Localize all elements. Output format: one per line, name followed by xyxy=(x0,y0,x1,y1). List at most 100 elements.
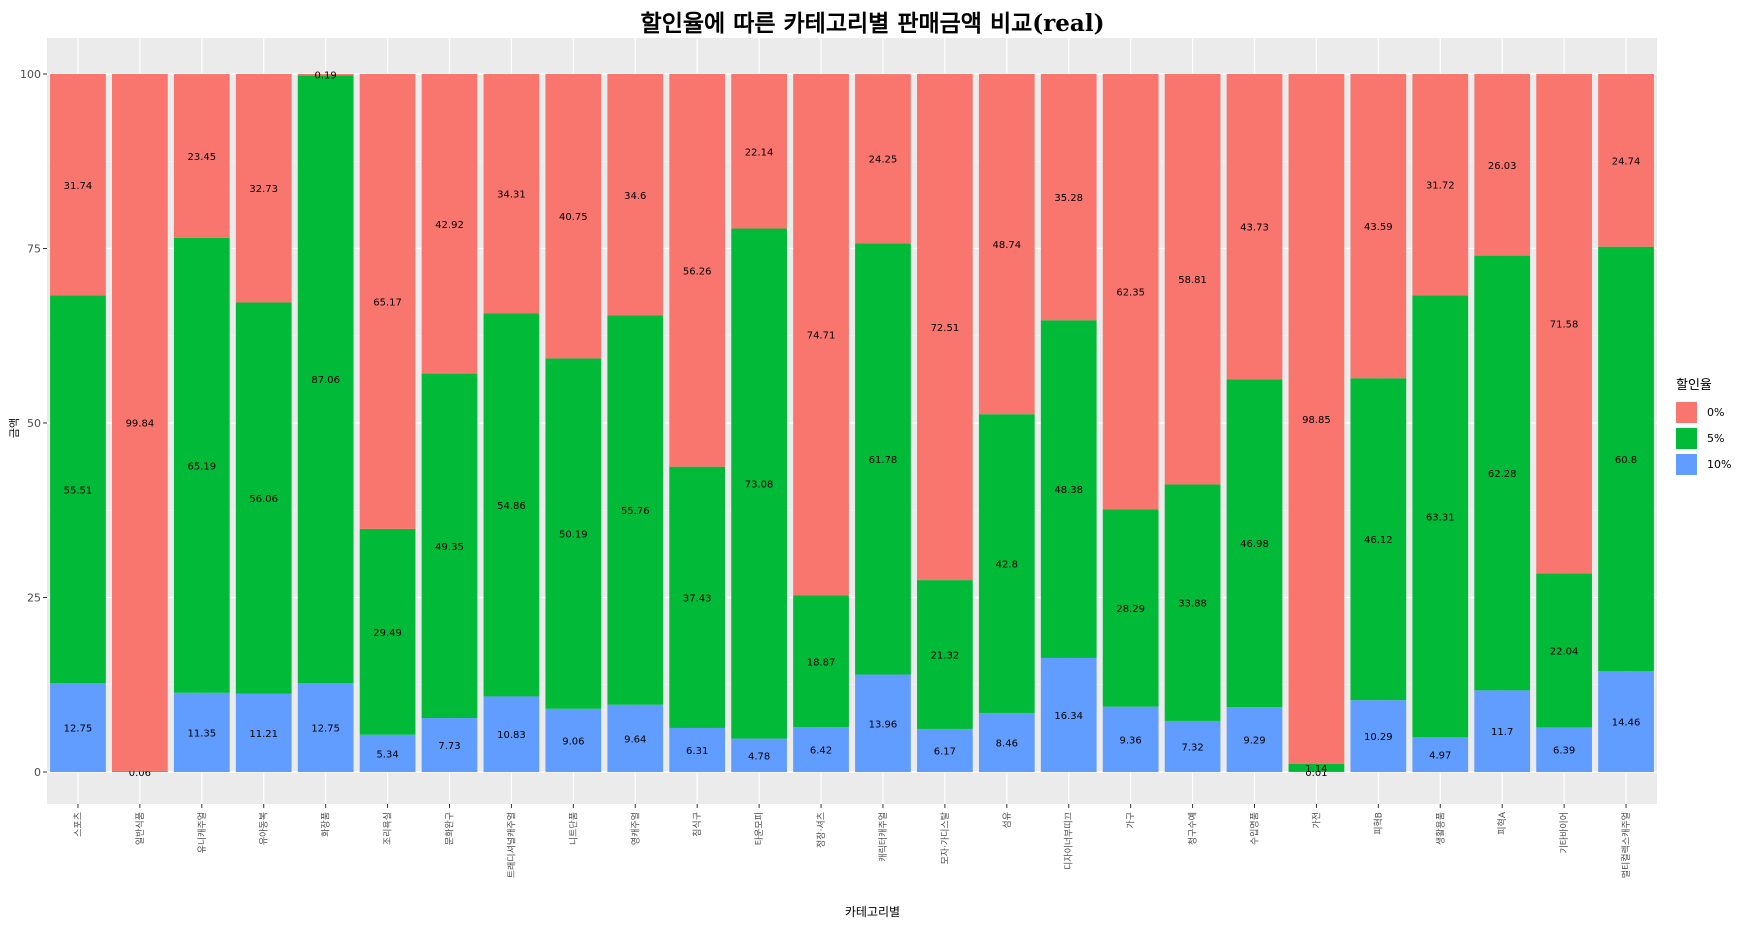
category-label: 일반식품 xyxy=(135,812,146,845)
data-label-0pct: 98.85 xyxy=(1302,415,1331,426)
category-label: 스포츠 xyxy=(73,812,84,837)
bar-segment-5pct xyxy=(1040,320,1097,658)
category-label: 멀티컬렉스캐주얼 xyxy=(1620,812,1632,878)
bar-segment-10pct xyxy=(1598,671,1654,772)
category-label: 조리욕실 xyxy=(383,812,394,845)
bar-segment-5pct xyxy=(1350,378,1407,701)
data-label-5pct: 62.28 xyxy=(1488,469,1517,480)
data-label-0pct: 22.14 xyxy=(745,147,774,158)
bar-segment-0pct xyxy=(235,74,292,303)
bar-segment-10pct xyxy=(50,683,106,772)
bar-segment-5pct xyxy=(112,770,168,772)
bar-segment-0pct xyxy=(1412,74,1469,296)
bar-segment-5pct xyxy=(607,315,664,705)
data-label-5pct: 22.04 xyxy=(1550,646,1579,657)
category-label: 청구수예 xyxy=(1188,812,1199,845)
bar-segment-5pct xyxy=(50,295,106,684)
bar-segment-10pct xyxy=(1412,737,1469,772)
bar-segment-5pct xyxy=(978,414,1035,713)
category-label: 트래디셔널캐주얼 xyxy=(506,812,517,878)
data-label-0pct: 56.26 xyxy=(683,266,712,277)
bar-segment-0pct xyxy=(483,74,540,314)
bar-segment-10pct xyxy=(1350,700,1407,772)
legend-swatch-5pct xyxy=(1676,427,1697,449)
bar-segment-10pct xyxy=(669,727,726,772)
bar-segment-5pct xyxy=(731,228,787,739)
bar-segment-10pct xyxy=(855,674,911,772)
bar-segment-0pct xyxy=(978,74,1035,415)
data-label-5pct: 73.08 xyxy=(745,480,774,491)
bar-segment-10pct xyxy=(1474,690,1531,772)
bar-segment-10pct xyxy=(421,718,478,772)
legend-label-5pct: 5% xyxy=(1707,431,1725,445)
data-label-5pct: 87.06 xyxy=(311,375,340,386)
bar-segment-5pct xyxy=(1102,509,1159,707)
data-label-10pct: 7.73 xyxy=(438,741,460,752)
bar-segment-5pct xyxy=(483,313,540,697)
bar-segment-10pct xyxy=(359,734,416,772)
data-label-5pct: 54.86 xyxy=(497,501,526,512)
legend-swatch-0pct xyxy=(1676,401,1697,423)
y-tick-label: 100 xyxy=(20,68,41,81)
bar-segment-5pct xyxy=(1536,573,1592,728)
category-label: 모자·가디스탈 xyxy=(940,812,951,865)
bar-segment-0pct xyxy=(855,74,911,244)
data-label-0pct: 23.45 xyxy=(187,152,216,163)
data-label-0pct: 24.74 xyxy=(1612,156,1641,167)
category-label: 피혁A xyxy=(1497,811,1508,835)
data-label-10pct: 4.78 xyxy=(748,751,770,762)
y-tick-label: 75 xyxy=(27,243,41,256)
data-label-10pct: 9.06 xyxy=(562,736,584,747)
data-label-0pct: 26.03 xyxy=(1488,161,1517,172)
data-label-0pct: 42.92 xyxy=(435,220,464,231)
bar-segment-10pct xyxy=(1040,657,1097,772)
bar-segment-10pct xyxy=(978,712,1035,772)
bar-segment-10pct xyxy=(793,727,849,772)
data-label-10pct: 11.7 xyxy=(1491,727,1513,738)
data-label-5pct: 65.19 xyxy=(187,461,216,472)
bar-segment-0pct xyxy=(607,74,664,316)
bar-segment-5pct xyxy=(1164,484,1221,721)
bar-segment-0pct xyxy=(1288,74,1345,764)
bar-segment-0pct xyxy=(545,74,602,359)
data-label-0pct: 24.25 xyxy=(869,155,898,166)
legend-label-10pct: 10% xyxy=(1707,457,1732,471)
bar-segment-0pct xyxy=(173,74,230,238)
data-label-10pct: 9.64 xyxy=(624,734,646,745)
bar-segment-5pct xyxy=(1412,295,1469,738)
bar-segment-5pct xyxy=(1474,255,1531,691)
data-label-0pct: 48.74 xyxy=(992,240,1021,251)
bar-segment-10pct xyxy=(173,692,230,772)
data-label-0pct: 35.28 xyxy=(1054,193,1083,204)
bar-segment-0pct xyxy=(669,74,726,467)
category-label: 유니캐주얼 xyxy=(197,812,208,853)
bar-segment-0pct xyxy=(1350,74,1407,379)
category-label: 타운모피 xyxy=(754,812,765,845)
category-label: 유아동복 xyxy=(259,812,270,845)
bar-segment-0pct xyxy=(1474,73,1531,256)
data-label-5pct: 49.35 xyxy=(435,542,464,553)
data-label-10pct: 12.75 xyxy=(64,724,93,735)
bar-segment-10pct xyxy=(917,728,973,772)
bar-segment-5pct xyxy=(421,373,478,719)
category-label: 문화완구 xyxy=(445,812,456,845)
chart-title: 할인율에 따른 카테고리별 판매금액 비교(real) xyxy=(640,10,1105,37)
bar-segment-0pct xyxy=(917,74,973,581)
data-label-0pct: 58.81 xyxy=(1178,275,1207,286)
bar-segment-5pct xyxy=(917,580,973,729)
category-label: 침식구 xyxy=(692,812,703,837)
bar-segment-0pct xyxy=(1040,74,1097,321)
data-label-0pct: 74.71 xyxy=(807,331,836,342)
x-axis-label: 카테고리별 xyxy=(844,905,901,919)
legend-item-5pct: 5% xyxy=(1676,425,1742,451)
bar-segment-5pct xyxy=(297,75,354,684)
bar-segment-0pct xyxy=(793,74,849,596)
data-label-5pct: 63.31 xyxy=(1426,512,1455,523)
data-label-0pct: 43.73 xyxy=(1240,223,1269,234)
bar-segment-5pct xyxy=(793,595,849,728)
category-label: 피혁B xyxy=(1373,812,1384,835)
category-label: 가전 xyxy=(1311,812,1322,829)
y-tick-label: 0 xyxy=(34,766,41,779)
legend-title: 할인율 xyxy=(1676,378,1712,393)
bar-segment-10pct xyxy=(545,708,602,772)
